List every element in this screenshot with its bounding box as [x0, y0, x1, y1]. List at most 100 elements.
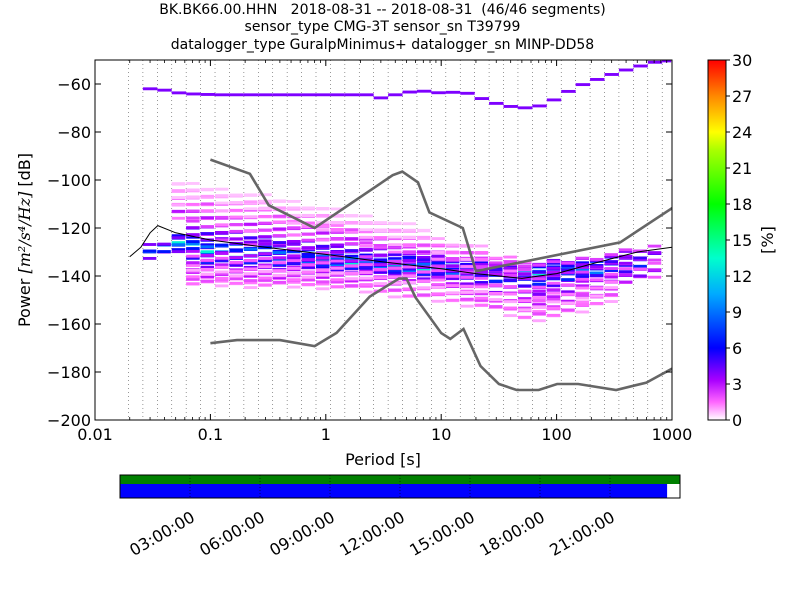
psd-cell [416, 250, 431, 254]
psd-cell [258, 257, 272, 260]
psd-cell [388, 252, 402, 256]
psd-cell [373, 236, 388, 239]
psd-cell [503, 292, 517, 296]
psd-cell [200, 245, 215, 249]
psd-cell [388, 235, 402, 239]
psd-cell [186, 219, 200, 223]
psd-cell [575, 263, 590, 267]
psd-cell [402, 265, 416, 269]
psd-cell [402, 294, 416, 298]
psd-cell [575, 310, 590, 314]
psd-cell [561, 292, 575, 296]
psd-cell [315, 213, 330, 217]
psd-cell [258, 206, 272, 210]
psd-cell [489, 272, 503, 276]
psd-cell [633, 249, 647, 253]
psd-cell [388, 243, 402, 247]
psd-cell [647, 261, 662, 265]
psd-cell [546, 270, 561, 274]
colorbar-tick-label: 18 [732, 195, 752, 214]
psd-cell-high-band [618, 68, 634, 72]
psd-cell [618, 256, 633, 260]
psd-cell-high-band [315, 93, 331, 97]
psd-cell [474, 270, 489, 273]
psd-cell [546, 300, 561, 304]
psd-cell [171, 234, 186, 238]
psd-cell [604, 300, 618, 303]
psd-cell [186, 270, 200, 274]
psd-cell [503, 306, 517, 310]
psd-cell [618, 273, 633, 277]
psd-cell [258, 228, 272, 232]
psd-cell [590, 286, 604, 290]
nhnm-curve [209, 158, 672, 273]
psd-cell-high-band [388, 93, 403, 97]
psd-cell [388, 228, 402, 232]
psd-cell [330, 256, 344, 260]
psd-cell [200, 274, 215, 278]
psd-cell [272, 241, 287, 244]
psd-cell [171, 189, 186, 193]
psd-cell [344, 220, 359, 224]
x-tick-label: 1000 [652, 425, 693, 444]
colorbar-tick-label: 3 [732, 375, 742, 394]
psd-cell [604, 253, 618, 257]
psd-cell [532, 277, 546, 281]
x-axis-label: Period [s] [345, 450, 421, 469]
psd-cell [460, 282, 474, 286]
psd-cell [503, 314, 517, 318]
psd-cell [604, 293, 618, 297]
psd-cell [272, 244, 287, 248]
psd-cell [561, 290, 575, 294]
psd-cell [546, 306, 561, 310]
psd-cell [359, 264, 373, 268]
psd-cell [604, 260, 618, 264]
psd-cell [388, 268, 402, 272]
psd-cell [618, 261, 633, 265]
psd-cell [330, 243, 344, 247]
psd-cell [445, 267, 460, 270]
psd-cell [373, 276, 388, 280]
nlnm-curve [210, 277, 672, 392]
psd-cell [532, 310, 546, 313]
psd-cell [229, 249, 243, 253]
psd-cell [590, 301, 604, 305]
psd-cell [258, 258, 272, 262]
psd-cell [474, 291, 489, 295]
psd-cell [215, 270, 229, 274]
psd-cell [590, 274, 604, 277]
psd-cell [186, 261, 200, 265]
psd-cell [301, 275, 315, 279]
psd-cell [200, 279, 215, 283]
colorbar-tick-label: 0 [732, 411, 742, 430]
psd-cell [416, 286, 431, 290]
mean-curve [129, 225, 672, 279]
psd-cell [229, 193, 243, 197]
psd-cell [330, 263, 344, 267]
psd-cell [200, 202, 215, 206]
psd-cell-high-band [402, 90, 417, 94]
psd-cell [215, 272, 229, 276]
psd-cell [315, 273, 330, 277]
psd-cell [258, 239, 272, 243]
psd-cell [402, 259, 416, 263]
psd-cell [344, 214, 359, 217]
psd-cell [590, 257, 604, 261]
psd-cell [287, 221, 301, 225]
psd-cell [373, 246, 388, 250]
psd-cell [431, 257, 445, 261]
psd-cell [200, 272, 215, 276]
psd-cell [215, 284, 229, 288]
psd-cell [647, 251, 662, 255]
psd-cell [258, 283, 272, 287]
psd-cell [388, 257, 402, 261]
psd-cell [344, 271, 359, 275]
psd-cell [517, 267, 532, 271]
psd-cell [315, 280, 330, 284]
psd-cell [590, 294, 604, 298]
psd-cell [373, 270, 388, 274]
psd-cell [344, 254, 359, 258]
psd-cell [243, 281, 258, 285]
psd-cell [215, 265, 229, 269]
psd-cell [359, 255, 373, 259]
